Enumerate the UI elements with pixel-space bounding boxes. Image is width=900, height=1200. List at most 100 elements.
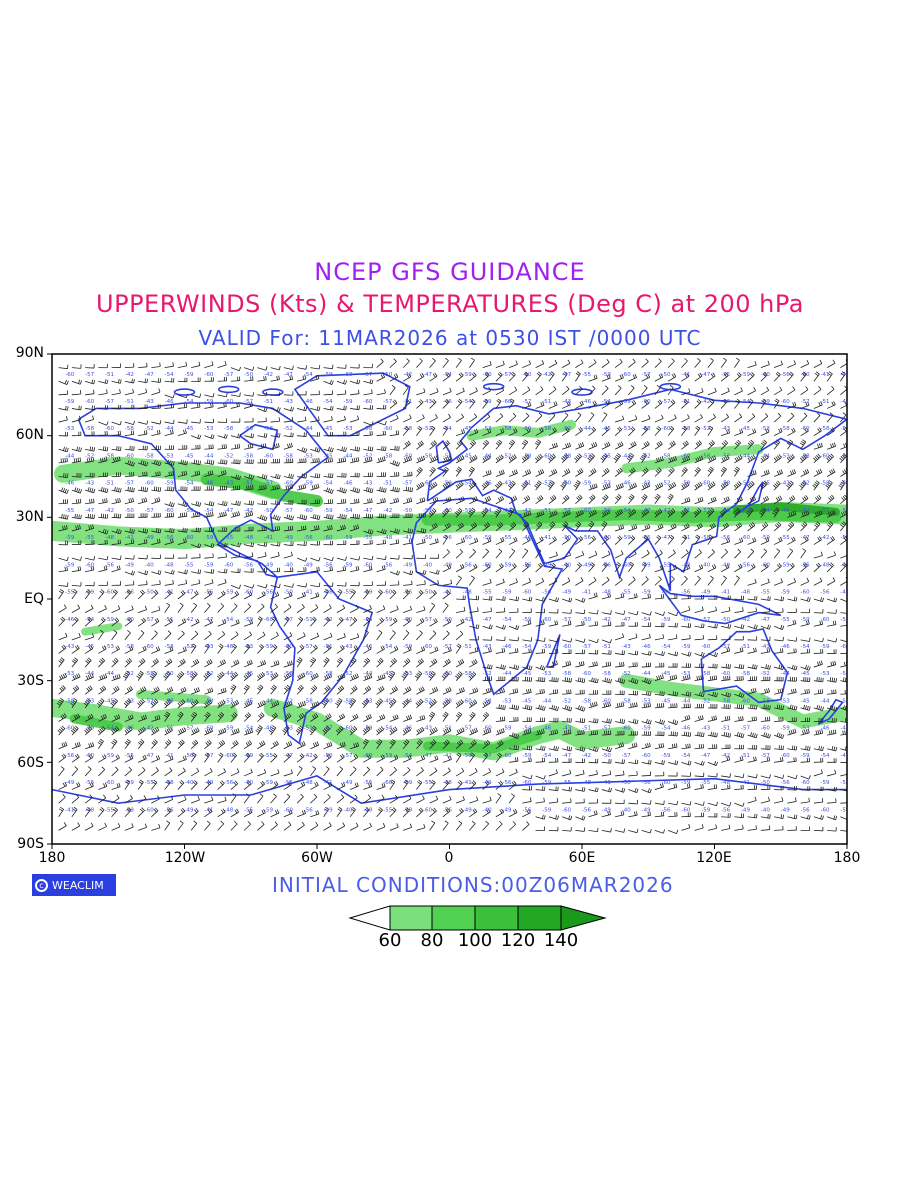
wind-barb [747,773,758,779]
wind-barb [522,717,532,722]
temp-label: -55 [65,590,74,596]
wind-barb [124,404,135,410]
wind-barb [734,548,742,559]
wind-barb [615,415,625,423]
wind-barb [495,360,505,368]
wind-barb [138,388,148,396]
wind-barb [588,576,597,586]
wind-barb [297,375,307,382]
temp-label: -42 [105,508,114,514]
temp-label: -51 [821,399,830,405]
wind-barb [840,412,847,423]
lon-label-180e: 180 [833,850,861,866]
wind-barb [747,439,755,450]
wind-barb [71,632,81,641]
temp-label: -60 [105,780,114,786]
temp-label: -59 [821,780,830,786]
wind-barb [562,746,573,752]
wind-barb [283,603,292,613]
temp-label: -45 [244,698,253,704]
wind-barb [151,569,162,575]
coastline-island [217,385,240,394]
wind-barb [522,401,532,409]
wind-barb [98,421,109,426]
wind-barb [747,732,758,739]
wind-barb [455,643,462,654]
wind-barb [799,453,808,464]
wind-barb [270,551,280,559]
wind-barb [416,466,423,477]
wind-barb [270,740,279,750]
wind-barb [191,403,201,409]
temp-label: -58 [244,453,253,459]
wind-barb [336,431,347,437]
wind-barb [257,659,267,668]
wind-barb [840,802,847,804]
wind-barb [641,358,649,368]
wind-barb [760,676,771,682]
temp-label: -57 [642,372,651,378]
temp-label: -47 [85,508,94,514]
wind-barb [442,579,453,586]
wind-barb [588,550,598,559]
wind-barb [270,375,280,382]
wind-barb [508,412,517,423]
wind-barb [575,661,585,668]
wind-barb [190,434,202,440]
wind-barb [376,823,386,831]
temp-label: -46 [781,644,790,650]
wind-barb [97,738,104,749]
wind-barb [813,769,823,777]
temp-label: -58 [363,426,372,432]
temp-label: -49 [324,807,333,813]
wind-barb [787,664,798,671]
wind-barb [257,514,268,522]
wind-barb [58,806,64,818]
temp-label: -55 [423,780,432,786]
wind-barb [455,711,463,722]
wind-barb [257,375,267,382]
wind-barb [270,442,280,450]
temp-label: -47 [562,372,571,378]
wind-barb [800,386,809,396]
wind-barb [310,766,317,777]
wind-barb [58,556,69,562]
wind-barb [469,372,477,382]
temp-label: -60 [403,453,412,459]
wind-barb [310,390,320,396]
wind-barb [694,455,704,464]
temp-label: -46 [363,644,372,650]
wind-barb [323,499,334,505]
wind-barb [151,459,162,467]
wind-barb [760,687,770,695]
wind-barb [164,394,175,399]
wind-barb [522,786,532,791]
temp-label: -49 [483,780,492,786]
temp-label: -60 [781,753,790,759]
wind-barb [98,605,107,613]
wind-barb [376,373,386,382]
wind-barb [415,698,424,709]
wind-barb [283,660,293,668]
wind-barb [151,658,159,668]
temp-label: -54 [522,644,531,650]
temp-label: -40 [185,780,194,786]
wind-barb [151,378,162,383]
temp-label: -59 [105,753,114,759]
wind-barb [641,731,652,736]
wind-barb [522,548,529,559]
wind-barb [469,767,478,777]
wind-barb [667,358,675,368]
temp-label: -46 [65,481,74,487]
wind-barb [469,357,475,368]
temp-label: -52 [622,671,631,677]
temp-label: -60 [562,481,571,487]
wind-barb [601,400,610,409]
wind-barb [522,386,531,396]
temp-label: -53 [304,453,313,459]
temp-label: -57 [423,617,432,623]
wind-barb [667,425,675,436]
temp-label: -56 [463,562,472,568]
wind-barb [389,766,397,777]
temp-label: -46 [681,726,690,732]
